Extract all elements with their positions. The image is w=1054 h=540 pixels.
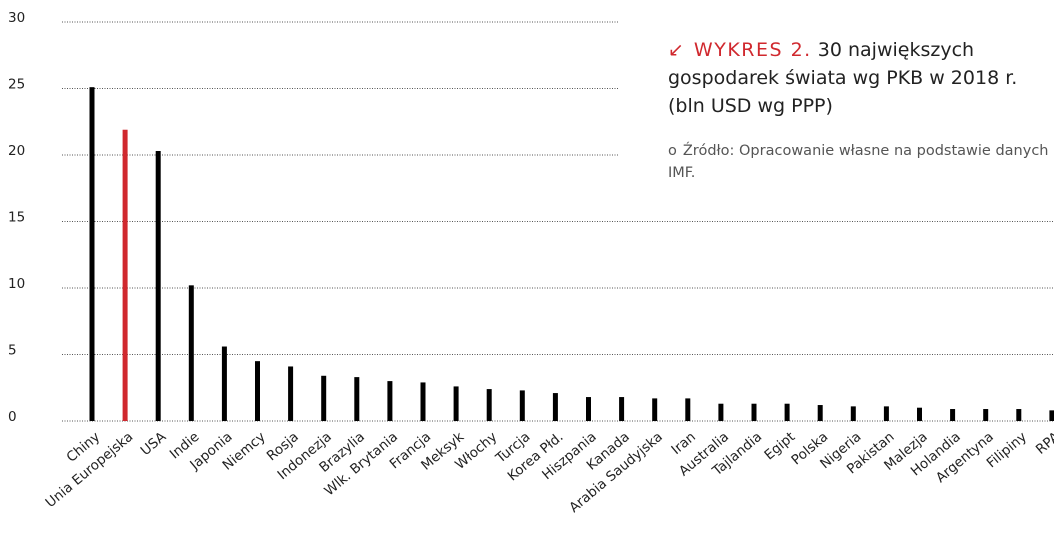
source-note: o Źródło: Opracowanie własne na podstawie… <box>668 140 1053 184</box>
bar <box>519 390 525 421</box>
bar <box>486 389 492 421</box>
bar <box>387 381 393 421</box>
source-text: Źródło: Opracowanie własne na podstawie … <box>668 143 1049 181</box>
bar <box>784 403 790 421</box>
chart-title: ↙ WYKRES 2. 30 największych gospodarek św… <box>668 36 1048 120</box>
bar <box>420 382 426 421</box>
bar <box>850 406 856 421</box>
bar <box>188 285 194 421</box>
title-text: 30 największych gospodarek świata wg PKB… <box>668 39 1018 117</box>
y-tick-label: 25 <box>8 77 25 93</box>
bar <box>1049 410 1054 421</box>
bar <box>652 398 658 421</box>
bar <box>983 409 989 421</box>
bar <box>155 151 161 421</box>
bar <box>255 361 260 421</box>
bar <box>917 407 922 421</box>
bar <box>883 406 889 421</box>
title-label: WYKRES 2. <box>693 39 812 61</box>
bullet-icon: o <box>668 143 677 159</box>
bar <box>321 375 327 421</box>
bar <box>89 87 95 422</box>
bar <box>288 366 294 421</box>
bar <box>1016 409 1022 421</box>
bar <box>817 405 823 421</box>
bar <box>221 346 227 421</box>
y-tick-label: 20 <box>8 143 25 159</box>
bar <box>552 393 558 421</box>
y-tick-label: 30 <box>8 10 25 26</box>
arrow-icon: ↙ <box>668 39 684 61</box>
bar <box>354 377 360 421</box>
x-tick-label: RPA <box>1033 428 1054 457</box>
bar <box>619 397 625 421</box>
bar <box>685 398 691 421</box>
bar <box>453 386 459 421</box>
y-tick-label: 10 <box>8 276 25 292</box>
bar <box>950 409 956 421</box>
bar <box>122 129 128 422</box>
y-tick-label: 5 <box>8 343 17 359</box>
y-tick-label: 15 <box>8 210 25 226</box>
bar <box>718 403 724 421</box>
bar <box>751 403 757 421</box>
x-tick-label: USA <box>138 428 170 459</box>
bar <box>586 397 591 421</box>
y-tick-label: 0 <box>8 409 17 425</box>
